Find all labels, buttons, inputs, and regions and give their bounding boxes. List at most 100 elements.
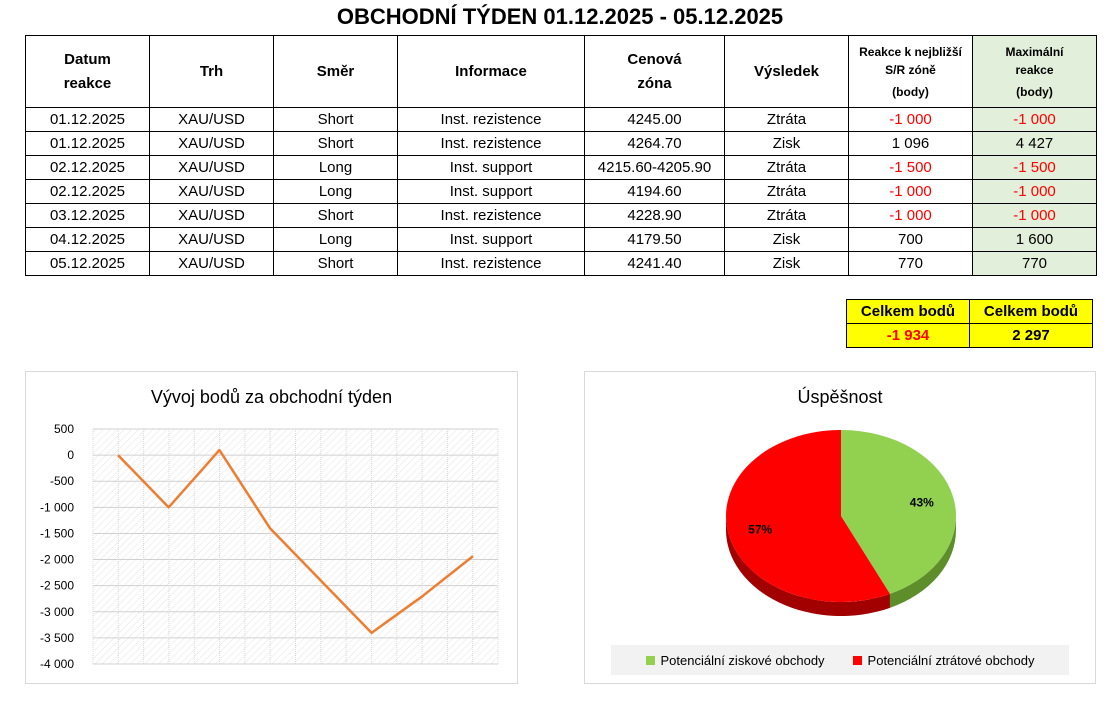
legend-item-loss: Potenciální ztrátové obchody	[852, 653, 1034, 668]
total-value-left: -1 934	[846, 323, 970, 348]
cell-market: XAU/USD	[149, 107, 274, 132]
cell-market: XAU/USD	[149, 131, 274, 156]
cell-market: XAU/USD	[149, 179, 274, 204]
cell-reaction: -1 500	[848, 155, 973, 180]
cell-market: XAU/USD	[149, 227, 274, 252]
header-market: Trh	[149, 35, 274, 108]
pie-chart: Úspěšnost 43% 57% Potenciální ziskové obc…	[584, 371, 1096, 684]
cell-direction: Short	[273, 107, 398, 132]
trades-table: Datum reakce Trh Směr Informace Cenová z…	[25, 35, 1097, 276]
table-row: 01.12.2025 XAU/USD Short Inst. rezistence 42…	[25, 131, 1097, 156]
cell-result: Zisk	[724, 131, 849, 156]
table-header-row: Datum reakce Trh Směr Informace Cenová z…	[25, 35, 1097, 108]
cell-zone: 4241.40	[584, 251, 725, 276]
header-direction: Směr	[273, 35, 398, 108]
total-label-right: Celkem bodů	[969, 299, 1093, 324]
cell-reaction: 700	[848, 227, 973, 252]
y-tick-label: -2 500	[40, 579, 74, 593]
cell-direction: Short	[273, 203, 398, 228]
cell-reaction: 770	[848, 251, 973, 276]
cell-zone: 4228.90	[584, 203, 725, 228]
cell-direction: Short	[273, 251, 398, 276]
cell-zone: 4179.50	[584, 227, 725, 252]
line-chart: Vývoj bodů za obchodní týden 500 0 -500 -1 …	[25, 371, 518, 684]
cell-info: Inst. rezistence	[397, 203, 585, 228]
cell-date: 02.12.2025	[25, 155, 150, 180]
cell-date: 01.12.2025	[25, 131, 150, 156]
y-tick-label: -4 000	[40, 657, 74, 671]
pie-chart-svg: 43% 57%	[725, 430, 956, 616]
cell-direction: Long	[273, 179, 398, 204]
cell-result: Ztráta	[724, 107, 849, 132]
cell-result: Zisk	[724, 251, 849, 276]
totals-table: Celkem bodů Celkem bodů -1 934 2 297	[846, 299, 1093, 348]
cell-date: 04.12.2025	[25, 227, 150, 252]
y-tick-label: 500	[54, 422, 74, 436]
cell-reaction: -1 000	[848, 107, 973, 132]
y-tick-label: 0	[67, 448, 74, 462]
cell-max: -1 000	[972, 203, 1097, 228]
line-chart-title: Vývoj bodů za obchodní týden	[150, 387, 393, 407]
legend-swatch-loss	[852, 655, 862, 665]
y-tick-label: -1 500	[40, 526, 74, 540]
cell-date: 05.12.2025	[25, 251, 150, 276]
cell-market: XAU/USD	[149, 251, 274, 276]
cell-max: -1 500	[972, 155, 1097, 180]
cell-zone: 4215.60-4205.90	[584, 155, 725, 180]
cell-max: 770	[972, 251, 1097, 276]
series-line	[117, 448, 474, 635]
pie-data-label: 57%	[748, 523, 772, 537]
header-reaction: Reakce k nejbližší S/R zóně (body)	[848, 35, 973, 108]
cell-max: 4 427	[972, 131, 1097, 156]
header-max: Maximální reakce (body)	[972, 35, 1097, 108]
total-label-left: Celkem bodů	[846, 299, 970, 324]
table-row: 05.12.2025 XAU/USD Short Inst. rezistence 42…	[25, 251, 1097, 276]
pie-slice-side	[726, 516, 890, 616]
page-title: OBCHODNÍ TÝDEN 01.12.2025 - 05.12.2025	[336, 4, 784, 29]
cell-info: Inst. rezistence	[397, 251, 585, 276]
plot-area	[93, 429, 498, 664]
cell-result: Ztráta	[724, 203, 849, 228]
cell-date: 01.12.2025	[25, 107, 150, 132]
cell-result: Zisk	[724, 227, 849, 252]
cell-info: Inst. rezistence	[397, 107, 585, 132]
cell-zone: 4264.70	[584, 131, 725, 156]
cell-direction: Long	[273, 155, 398, 180]
table-row: 03.12.2025 XAU/USD Short Inst. rezistence 42…	[25, 203, 1097, 228]
header-info: Informace	[397, 35, 585, 108]
y-tick-label: -3 500	[40, 631, 74, 645]
pie-legend: Potenciální ziskové obchody Potenciální …	[611, 645, 1069, 675]
legend-item-profit: Potenciální ziskové obchody	[645, 653, 825, 668]
cell-result: Ztráta	[724, 155, 849, 180]
cell-info: Inst. rezistence	[397, 131, 585, 156]
cell-reaction: -1 000	[848, 179, 973, 204]
table-row: 04.12.2025 XAU/USD Long Inst. support 4179.5…	[25, 227, 1097, 252]
cell-zone: 4245.00	[584, 107, 725, 132]
header-zone: Cenová zóna	[584, 35, 725, 108]
legend-swatch-profit	[645, 655, 655, 665]
header-result: Výsledek	[724, 35, 849, 108]
y-tick-label: -3 000	[40, 605, 74, 619]
cell-date: 03.12.2025	[25, 203, 150, 228]
table-body: 01.12.2025 XAU/USD Short Inst. rezistence 42…	[25, 107, 1097, 276]
cell-info: Inst. support	[397, 227, 585, 252]
pie-slice	[725, 430, 890, 602]
cell-info: Inst. support	[397, 155, 585, 180]
y-tick-label: -500	[50, 474, 74, 488]
cell-max: -1 000	[972, 107, 1097, 132]
cell-direction: Long	[273, 227, 398, 252]
cell-reaction: -1 000	[848, 203, 973, 228]
cell-market: XAU/USD	[149, 155, 274, 180]
cell-reaction: 1 096	[848, 131, 973, 156]
y-tick-label: -2 000	[40, 553, 74, 567]
cell-direction: Short	[273, 131, 398, 156]
line-chart-svg: 500 0 -500 -1 000 -1 500 -2 000 -2 500 -3 000 -3…	[40, 422, 499, 671]
pie-data-label: 43%	[910, 495, 934, 509]
cell-max: 1 600	[972, 227, 1097, 252]
cell-market: XAU/USD	[149, 203, 274, 228]
total-value-right: 2 297	[969, 323, 1093, 348]
table-row: 02.12.2025 XAU/USD Long Inst. support 4194.6…	[25, 179, 1097, 204]
cell-date: 02.12.2025	[25, 179, 150, 204]
pie-slice-side	[889, 516, 956, 608]
pie-slice	[841, 430, 956, 594]
